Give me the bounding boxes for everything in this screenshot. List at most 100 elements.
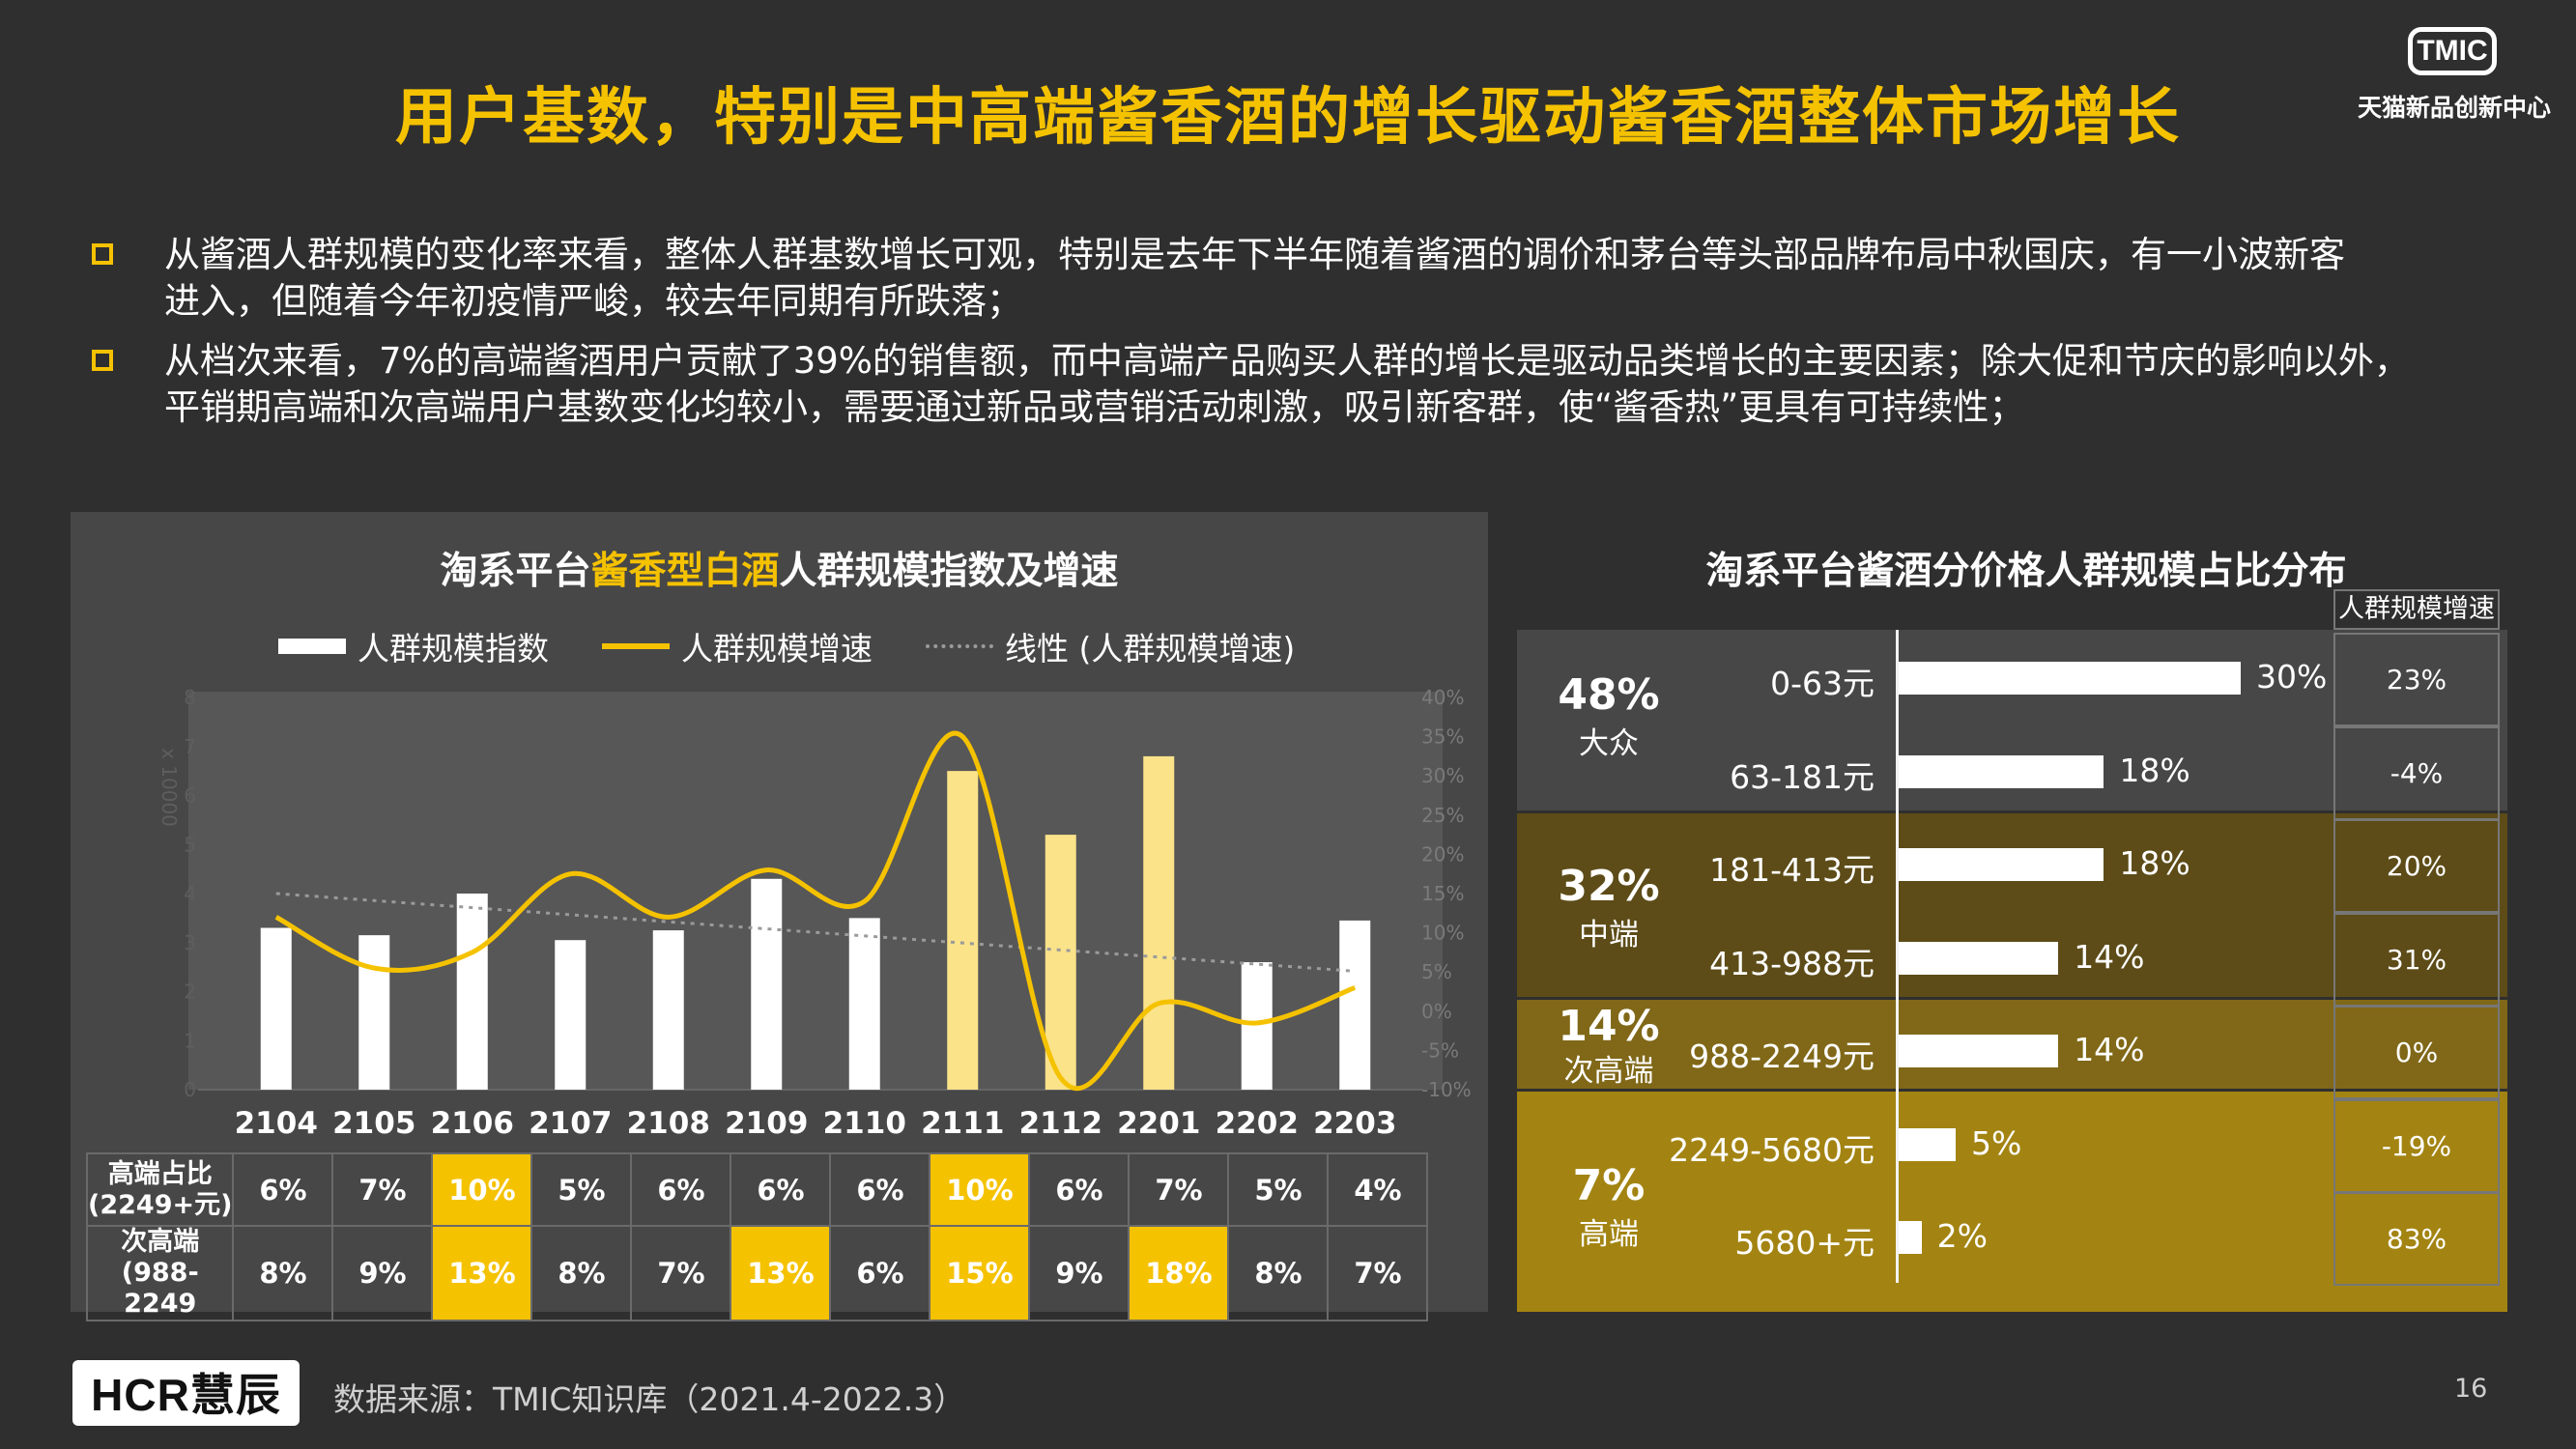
price-range-label: 63-181元 <box>1730 758 1875 796</box>
right-axis-tick: 10% <box>1421 922 1464 945</box>
price-bar-label: 5% <box>1971 1124 2022 1162</box>
x-axis-tick: 2107 <box>529 1106 612 1141</box>
price-bar <box>1899 848 2104 881</box>
x-axis-tick: 2111 <box>921 1106 1004 1141</box>
price-range-label: 0-63元 <box>1770 665 1875 702</box>
legend-line-label: 人群规模增速 <box>681 630 873 668</box>
x-axis-tick: 2108 <box>627 1106 710 1141</box>
segment-high: 7% 高端 <box>1517 1092 2507 1312</box>
right-axis-tick: 25% <box>1421 804 1464 827</box>
table-cell: 10% <box>929 1152 1031 1227</box>
page-number: 16 <box>2454 1374 2488 1404</box>
row-header: 次高端 (988-2249 <box>85 1225 235 1321</box>
table-cell: 13% <box>431 1225 533 1321</box>
table-cell: 9% <box>331 1225 434 1321</box>
price-bar-label: 2% <box>1936 1217 1988 1255</box>
segment-pct: 7% <box>1572 1161 1646 1210</box>
segment-name: 高端 <box>1579 1217 1639 1252</box>
price-bar <box>1899 1035 2059 1067</box>
price-bar-label: 30% <box>2256 658 2328 696</box>
bar <box>260 927 292 1090</box>
bullet-line: 进入，但随着今年初疫情严峻，较去年同期有所跌落； <box>164 280 1022 322</box>
x-axis-tick: 2203 <box>1313 1106 1396 1141</box>
legend-trend: 线性 (人群规模增速) <box>926 623 1295 669</box>
bar <box>1143 755 1175 1090</box>
table-cell: 9% <box>1028 1225 1131 1321</box>
legend-line: 人群规模增速 <box>602 623 873 669</box>
growth-column-header: 人群规模增速 <box>2333 589 2500 630</box>
tmic-logo: TMIC 天猫新品创新中心 <box>2358 21 2551 128</box>
growth-cell: 23% <box>2333 633 2500 726</box>
table-cell: 6% <box>829 1152 931 1227</box>
right-axis-tick: 0% <box>1421 1000 1452 1023</box>
bar <box>947 771 979 1090</box>
table-cell: 6% <box>630 1152 732 1227</box>
right-axis-tick: -10% <box>1421 1078 1472 1101</box>
price-bar-label: 14% <box>2074 938 2145 976</box>
right-axis-tick: 30% <box>1421 764 1464 787</box>
x-axis-tick: 2112 <box>1019 1106 1102 1141</box>
price-range-label: 988-2249元 <box>1689 1037 1875 1075</box>
bar <box>751 878 783 1090</box>
bar <box>456 894 488 1090</box>
bullet-line: 从档次来看，7%的高端酱酒用户贡献了39%的销售额，而中高端产品购买人群的增长是… <box>164 340 2410 382</box>
bar <box>1241 962 1273 1090</box>
price-bar <box>1899 755 2104 788</box>
table-cell: 10% <box>431 1152 533 1227</box>
price-bar-label: 14% <box>2074 1031 2145 1068</box>
table-cell: 8% <box>530 1225 633 1321</box>
chart-title-highlight: 酱香型白酒 <box>590 550 780 593</box>
page-title: 用户基数，特别是中高端酱香酒的增长驱动酱香酒整体市场增长 <box>395 82 2181 154</box>
legend-trend-swatch <box>926 644 993 648</box>
table-cell: 4% <box>1327 1152 1429 1227</box>
table-cell: 8% <box>232 1225 334 1321</box>
legend-trend-label: 线性 (人群规模增速) <box>1005 630 1296 668</box>
left-axis-tick: 3 <box>184 931 196 954</box>
right-axis-tick: 5% <box>1421 960 1452 983</box>
price-range-label: 413-988元 <box>1709 945 1875 982</box>
bullet-line: 从酱酒人群规模的变化率来看，整体人群基数增长可观，特别是去年下半年随着酱酒的调价… <box>164 234 2345 275</box>
right-axis-tick: -5% <box>1421 1038 1459 1062</box>
price-bar-label: 18% <box>2119 752 2190 789</box>
table-cell: 5% <box>1227 1152 1330 1227</box>
legend-bar-label: 人群规模指数 <box>358 630 549 668</box>
segment-pct: 14% <box>1558 1002 1660 1051</box>
right-axis-tick: 40% <box>1421 686 1464 709</box>
bar <box>848 918 880 1090</box>
table-cell: 15% <box>929 1225 1031 1321</box>
hcr-logo: HCR慧辰 <box>72 1360 300 1426</box>
table-cell: 7% <box>1327 1225 1429 1321</box>
left-axis-tick: 5 <box>184 833 196 856</box>
bullet-square-icon <box>92 350 113 371</box>
x-axis-tick: 2109 <box>725 1106 808 1141</box>
price-range-label: 181-413元 <box>1709 851 1875 889</box>
table-cell: 6% <box>1028 1152 1131 1227</box>
table-cell: 7% <box>630 1225 732 1321</box>
left-axis-tick: 4 <box>184 882 196 905</box>
x-axis-tick: 2104 <box>235 1106 318 1141</box>
x-axis-tick: 2105 <box>332 1106 415 1141</box>
bar <box>1339 920 1371 1090</box>
tier-share-table: 高端占比 (2249+元) 6% 7% 10% 5% 6% 6% 6% 10% 6% 7% 5% 4% … <box>85 1152 1429 1321</box>
table-cell: 6% <box>829 1225 931 1321</box>
x-axis-tick: 2106 <box>431 1106 514 1141</box>
tmic-logo-name: 天猫新品创新中心 <box>2358 94 2552 122</box>
table-cell: 13% <box>730 1225 832 1321</box>
segment-pct: 32% <box>1558 862 1660 911</box>
left-axis-tick: 0 <box>184 1078 196 1101</box>
legend-bar: 人群规模指数 <box>278 623 549 669</box>
growth-cell: 0% <box>2333 1006 2500 1099</box>
left-axis-tick: 1 <box>184 1029 196 1052</box>
left-axis-tick: 7 <box>184 735 196 758</box>
table-cell: 8% <box>1227 1225 1330 1321</box>
table-cell: 7% <box>331 1152 434 1227</box>
price-bar <box>1899 1221 1922 1254</box>
price-bar <box>1899 662 2241 695</box>
left-axis-tick: 8 <box>184 686 196 709</box>
bullet-square-icon <box>92 243 113 265</box>
combo-chart: 0 1 2 3 4 5 6 7 8 x 10000 -10% -5% 0% 5% 10% 15% 20% 25% 3… <box>157 686 1472 1141</box>
left-axis-tick: 6 <box>184 784 196 808</box>
growth-cell: -19% <box>2333 1099 2500 1193</box>
table-cell: 18% <box>1128 1225 1230 1321</box>
